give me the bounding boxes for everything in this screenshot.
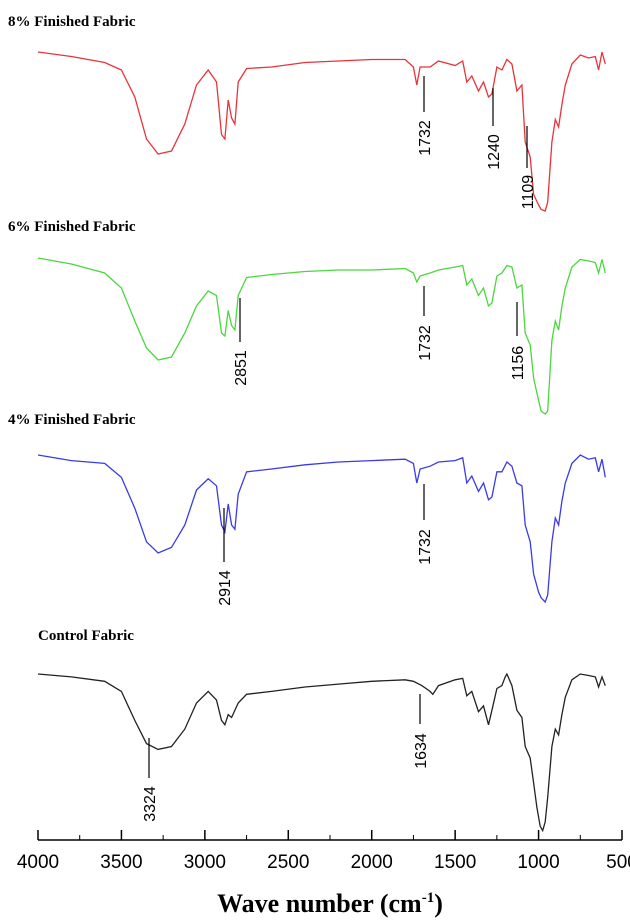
x-axis-ticks	[37, 830, 623, 840]
peak-label-1156-6pct: 1156	[510, 346, 527, 381]
spectrum-line-6pct	[37, 257, 606, 415]
peak-label-1732-6pct: 1732	[417, 325, 434, 361]
panel-title-control: Control Fabric	[38, 628, 134, 644]
peak-annotations	[148, 76, 528, 778]
x-tick-label-4000: 4000	[17, 852, 59, 873]
peak-label-1732-4pct: 1732	[417, 529, 434, 565]
x-tick-label-3500: 3500	[100, 852, 142, 873]
peak-label-3324-control: 3324	[142, 786, 159, 822]
panel-title-8pct: 8% Finished Fabric	[8, 14, 136, 30]
x-tick-label-1000: 1000	[517, 852, 559, 873]
peak-label-2851-6pct: 2851	[233, 350, 250, 386]
peak-label-1634-control: 1634	[413, 733, 430, 769]
x-axis-tick-labels: 4000 3500 3000 2500 2000 1500 1000 500	[17, 852, 630, 873]
x-tick-label-2500: 2500	[267, 852, 309, 873]
x-tick-label-3000: 3000	[184, 852, 226, 873]
x-tick-label-1500: 1500	[434, 852, 476, 873]
spectrum-line-4pct	[37, 454, 606, 604]
peak-label-2914-4pct: 2914	[217, 570, 234, 606]
panel-title-4pct: 4% Finished Fabric	[8, 412, 136, 428]
x-axis-label-main: Wave number (cm	[217, 889, 422, 918]
peak-label-1240-8pct: 1240	[486, 134, 503, 170]
spectrum-line-control	[37, 672, 606, 833]
peak-label-1109-8pct: 1109	[520, 175, 537, 210]
peak-label-1732-8pct: 1732	[417, 120, 434, 156]
panel-title-6pct: 6% Finished Fabric	[8, 219, 136, 235]
x-tick-label-500: 500	[606, 852, 630, 873]
x-tick-label-2000: 2000	[351, 852, 393, 873]
x-axis-label: Wave number (cm-1)	[217, 889, 443, 918]
x-axis-label-sup: -1	[422, 890, 435, 906]
x-axis-label-end: )	[434, 889, 443, 918]
spectrum-line-8pct	[37, 51, 606, 212]
